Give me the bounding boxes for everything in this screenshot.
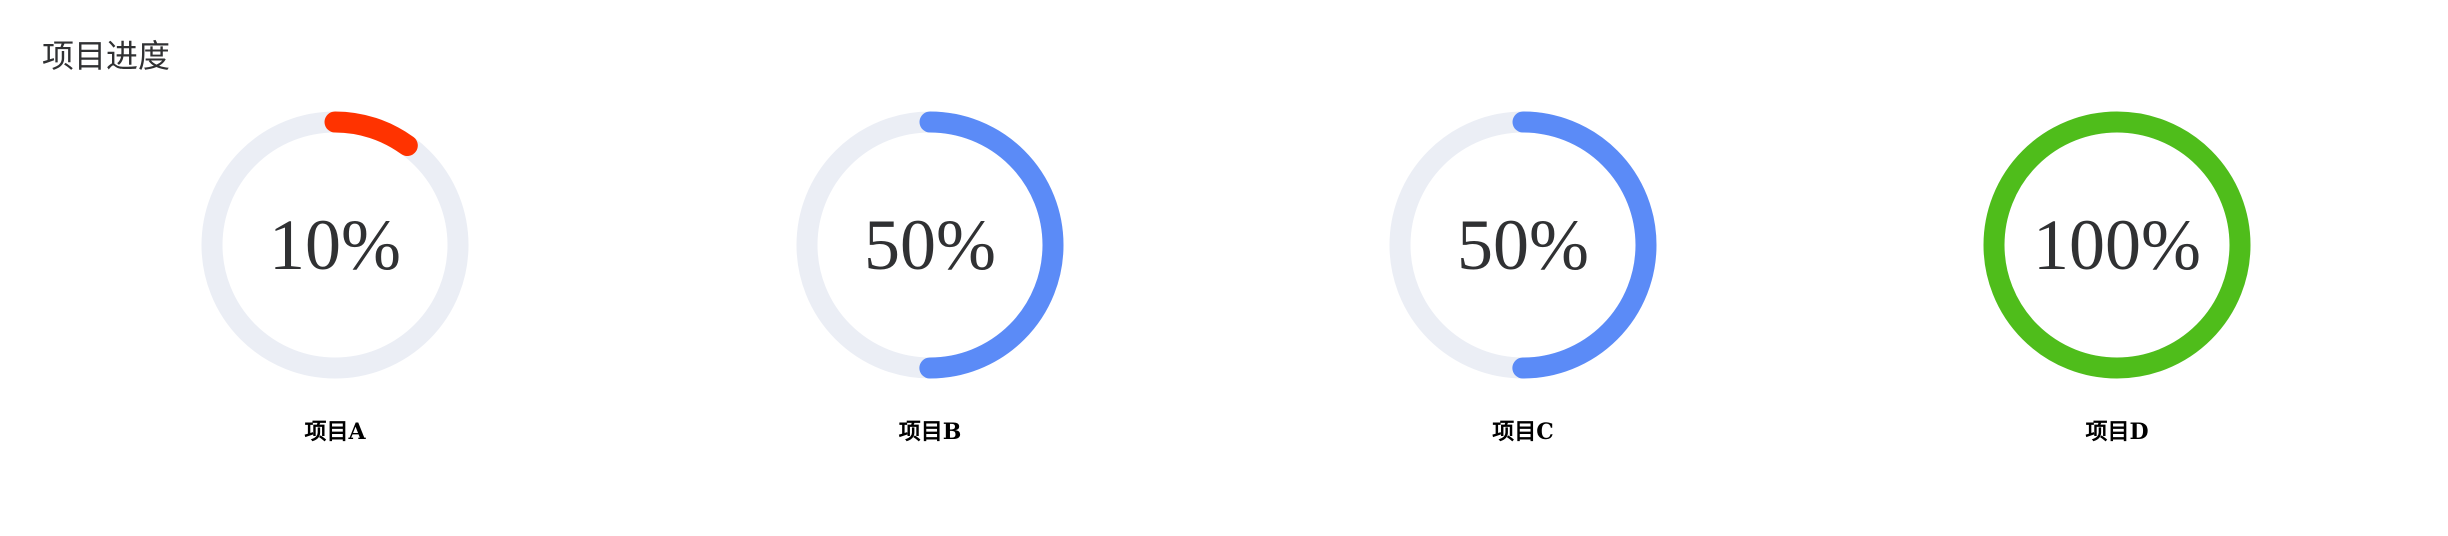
progress-item-a: 10% 项目A <box>150 110 510 450</box>
progress-item-b: 50% 项目B <box>745 110 1105 450</box>
progress-ring-d <box>1983 111 2251 379</box>
progress-percent-b: 50% <box>864 205 996 285</box>
project-label-d: 项目D <box>2085 419 2149 445</box>
progress-bar-d <box>1983 111 2251 379</box>
progress-ring-a <box>201 111 469 379</box>
page-title: 项目进度 <box>42 37 171 75</box>
progress-item-c: 50% 项目C <box>1338 110 1698 450</box>
progress-ring-b <box>796 111 1064 379</box>
project-label-b: 项目B <box>898 419 962 445</box>
progress-percent-a: 10% <box>269 205 401 285</box>
progress-bar-b <box>796 111 1064 379</box>
progress-percent-c: 50% <box>1457 205 1589 285</box>
project-label-a: 项目A <box>304 419 366 445</box>
progress-percent-d: 100% <box>2033 205 2201 285</box>
project-label-c: 项目C <box>1492 419 1554 445</box>
progress-item-d: 100% 项目D <box>1932 110 2292 450</box>
progress-bar-c <box>1389 111 1657 379</box>
progress-ring-c <box>1389 111 1657 379</box>
progress-bar-a <box>201 111 469 379</box>
